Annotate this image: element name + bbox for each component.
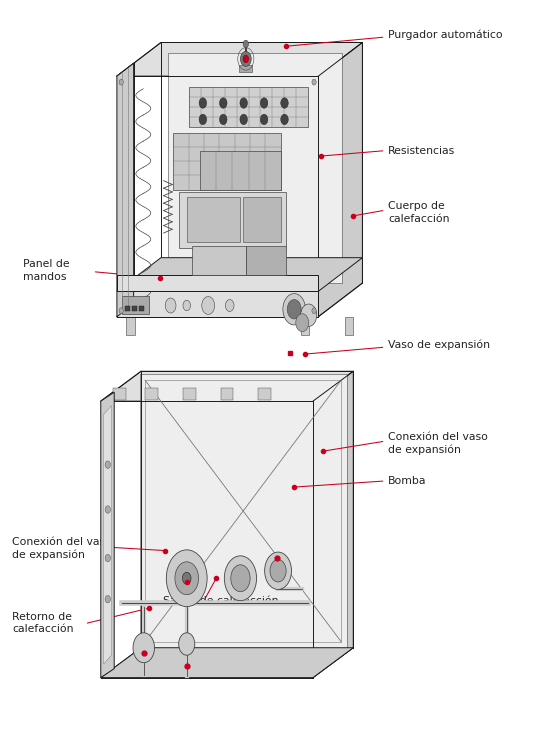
Polygon shape [243, 197, 281, 242]
Circle shape [105, 506, 111, 513]
Circle shape [105, 461, 111, 469]
Polygon shape [220, 388, 233, 400]
Circle shape [281, 98, 288, 108]
Circle shape [243, 56, 248, 63]
Text: Resistencias: Resistencias [388, 146, 455, 156]
Polygon shape [258, 388, 271, 400]
Polygon shape [345, 316, 353, 335]
Polygon shape [187, 197, 240, 242]
Polygon shape [200, 151, 281, 190]
Polygon shape [140, 374, 347, 651]
Circle shape [175, 562, 199, 595]
Polygon shape [117, 274, 319, 291]
Circle shape [105, 554, 111, 562]
Polygon shape [145, 388, 158, 400]
Polygon shape [313, 371, 353, 678]
Circle shape [183, 300, 191, 310]
Circle shape [119, 308, 123, 314]
Polygon shape [113, 388, 126, 400]
Circle shape [287, 299, 301, 319]
Polygon shape [168, 53, 342, 283]
Circle shape [312, 79, 316, 85]
Polygon shape [183, 388, 196, 400]
Circle shape [202, 296, 215, 314]
Polygon shape [301, 316, 309, 335]
Circle shape [166, 550, 207, 607]
Circle shape [312, 308, 316, 314]
Text: Panel de
mandos: Panel de mandos [23, 259, 70, 282]
Polygon shape [101, 648, 353, 678]
Circle shape [296, 314, 309, 332]
Circle shape [243, 40, 248, 48]
Polygon shape [122, 296, 149, 314]
Circle shape [133, 633, 154, 663]
Circle shape [240, 114, 247, 125]
Polygon shape [179, 192, 286, 248]
Polygon shape [132, 306, 137, 311]
Circle shape [240, 52, 251, 67]
Polygon shape [139, 306, 144, 311]
Polygon shape [104, 406, 112, 664]
Circle shape [281, 114, 288, 125]
Circle shape [260, 114, 268, 125]
Circle shape [199, 114, 207, 125]
Text: Cuerpo de
calefacción: Cuerpo de calefacción [388, 201, 450, 223]
Polygon shape [117, 43, 362, 76]
Circle shape [301, 304, 317, 326]
Circle shape [265, 552, 292, 590]
Polygon shape [117, 258, 362, 291]
Polygon shape [319, 43, 362, 316]
Circle shape [260, 98, 268, 108]
Circle shape [219, 114, 227, 125]
Polygon shape [117, 291, 319, 316]
Circle shape [219, 98, 227, 108]
Polygon shape [117, 63, 133, 316]
Text: Retorno de
calefacción: Retorno de calefacción [12, 612, 73, 634]
Polygon shape [101, 392, 114, 678]
Text: Conexión del vaso
de expansión: Conexión del vaso de expansión [12, 536, 112, 560]
Circle shape [283, 293, 306, 325]
Polygon shape [246, 247, 286, 274]
Circle shape [270, 560, 286, 582]
Text: Salida de calefacción: Salida de calefacción [163, 596, 278, 606]
Polygon shape [239, 65, 252, 73]
Text: Vaso de expansión: Vaso de expansión [388, 340, 490, 350]
Circle shape [240, 98, 247, 108]
Circle shape [199, 98, 207, 108]
Circle shape [225, 299, 234, 311]
Polygon shape [125, 306, 130, 311]
Circle shape [179, 633, 195, 656]
Circle shape [119, 79, 123, 85]
Circle shape [231, 565, 250, 592]
Polygon shape [190, 86, 308, 127]
Polygon shape [192, 247, 246, 274]
Circle shape [224, 556, 256, 601]
Polygon shape [101, 371, 353, 401]
Circle shape [165, 298, 176, 313]
Polygon shape [126, 316, 134, 335]
Circle shape [183, 572, 191, 584]
Circle shape [105, 596, 111, 603]
Text: Conexión del vaso
de expansión: Conexión del vaso de expansión [388, 432, 488, 455]
Polygon shape [173, 133, 281, 190]
Text: Purgador automático: Purgador automático [388, 30, 503, 40]
Text: Bomba: Bomba [388, 476, 427, 486]
